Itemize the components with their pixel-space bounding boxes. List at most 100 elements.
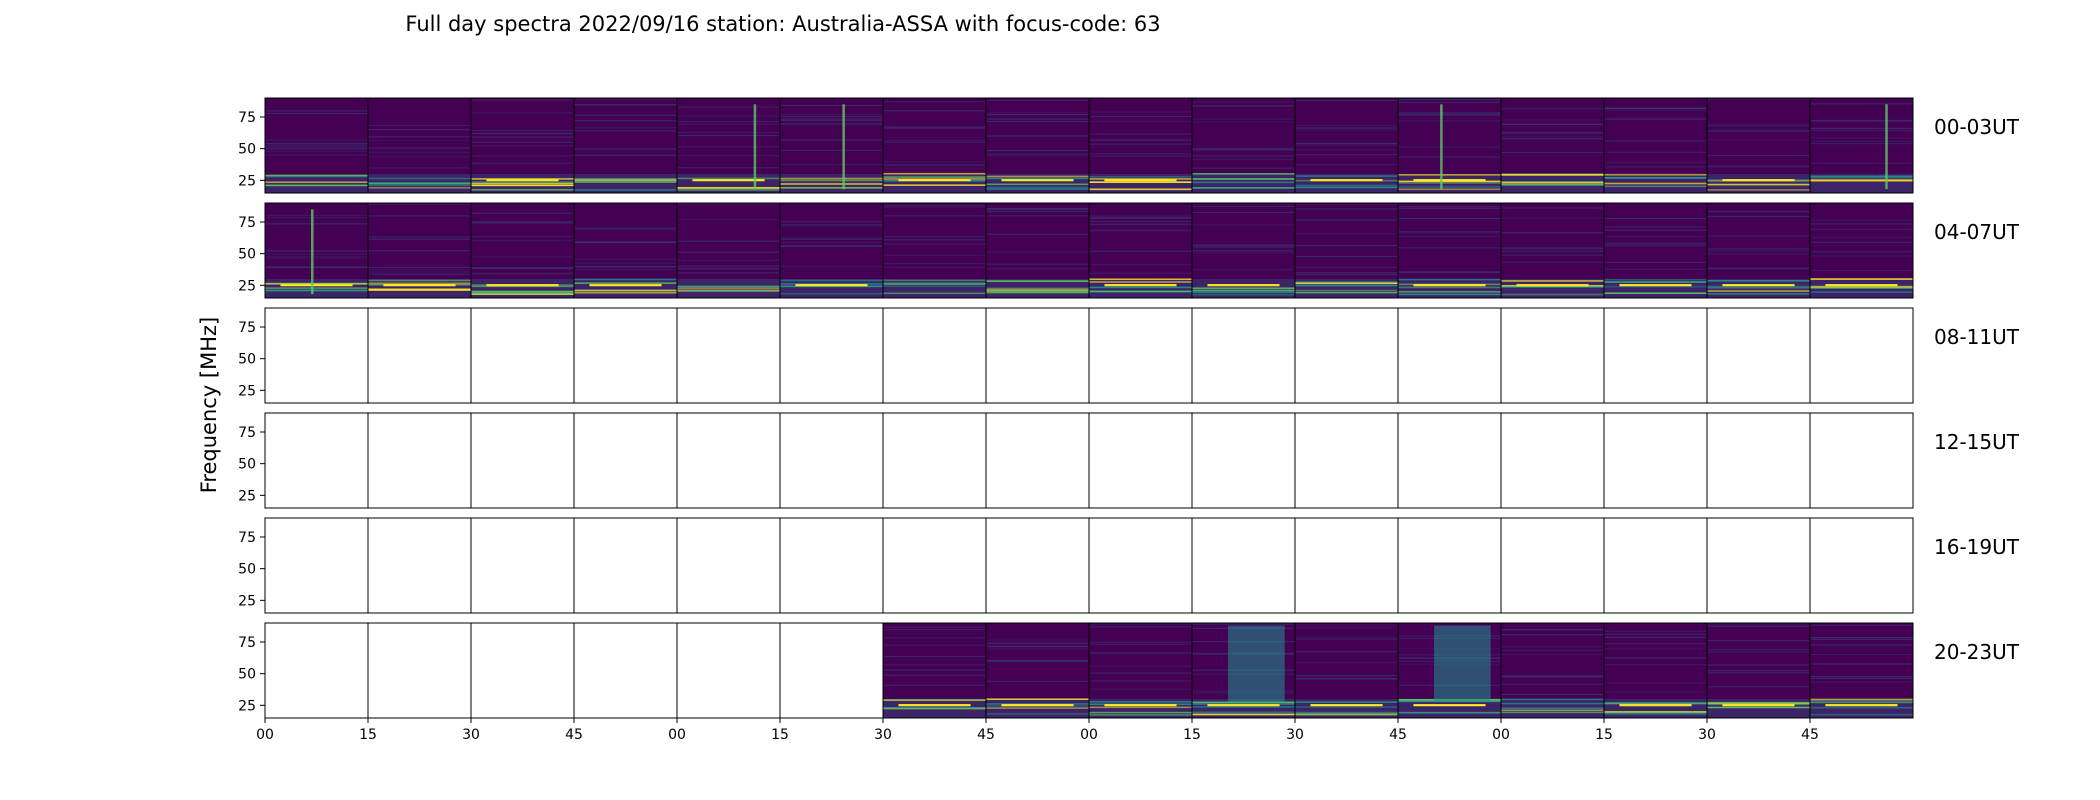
rfi-line bbox=[1810, 278, 1913, 280]
rfi-line bbox=[883, 292, 986, 295]
noise-line bbox=[986, 680, 1089, 682]
rfi-line bbox=[1501, 183, 1604, 186]
spectrum-panel bbox=[265, 203, 368, 298]
rfi-line bbox=[1089, 176, 1192, 178]
rfi-line bbox=[1295, 175, 1398, 177]
rfi-line bbox=[1810, 178, 1913, 181]
x-tick-label: 15 bbox=[771, 727, 789, 743]
noise-line bbox=[780, 238, 883, 240]
x-tick-label: 15 bbox=[359, 727, 377, 743]
noise-line bbox=[1501, 250, 1604, 252]
noise-line bbox=[1501, 248, 1604, 250]
noise-line bbox=[368, 266, 471, 269]
noise-line bbox=[1501, 132, 1604, 135]
noise-line bbox=[471, 155, 574, 157]
noise-line bbox=[1398, 156, 1501, 158]
noise-line bbox=[1192, 211, 1295, 214]
rfi-strong-line bbox=[1310, 704, 1383, 707]
noise-line bbox=[265, 154, 368, 156]
noise-line bbox=[1604, 151, 1707, 153]
noise-line bbox=[368, 236, 471, 238]
x-tick-label: 00 bbox=[256, 727, 274, 743]
rfi-line bbox=[1604, 281, 1707, 284]
noise-line bbox=[265, 146, 368, 148]
noise-line bbox=[1398, 113, 1501, 115]
noise-line bbox=[677, 203, 780, 205]
noise-line bbox=[1501, 108, 1604, 110]
rfi-line bbox=[986, 287, 1089, 290]
y-tick-label: 50 bbox=[238, 247, 256, 263]
rfi-line bbox=[1707, 286, 1810, 289]
noise-line bbox=[780, 139, 883, 141]
rfi-line bbox=[1089, 181, 1192, 183]
noise-line bbox=[1604, 691, 1707, 693]
noise-line bbox=[368, 203, 471, 205]
noise-line bbox=[574, 130, 677, 132]
rfi-line bbox=[1089, 711, 1192, 714]
noise-line bbox=[986, 648, 1089, 650]
rfi-strong-line bbox=[1001, 704, 1074, 707]
rfi-strong-line bbox=[1001, 179, 1074, 182]
row-time-label: 00-03UT bbox=[1934, 115, 2020, 139]
noise-line bbox=[1398, 271, 1501, 273]
noise-line bbox=[883, 262, 986, 265]
noise-line bbox=[1810, 228, 1913, 230]
rfi-line bbox=[574, 181, 677, 183]
y-tick-label: 75 bbox=[238, 635, 256, 651]
noise-line bbox=[1604, 229, 1707, 231]
noise-line bbox=[265, 266, 368, 269]
noise-line bbox=[1604, 643, 1707, 645]
rfi-line bbox=[368, 282, 471, 285]
noise-line bbox=[1192, 623, 1295, 625]
noise-line bbox=[986, 642, 1089, 644]
row-time-label: 08-11UT bbox=[1934, 325, 2020, 349]
rfi-strong-line bbox=[1413, 704, 1486, 707]
rfi-line bbox=[883, 184, 986, 186]
noise-line bbox=[1398, 232, 1501, 234]
noise-line bbox=[883, 664, 986, 666]
rfi-line bbox=[265, 287, 368, 289]
noise-line bbox=[883, 669, 986, 671]
rfi-line bbox=[677, 289, 780, 292]
rfi-band bbox=[265, 174, 368, 193]
noise-line bbox=[1707, 625, 1810, 627]
noise-line bbox=[1398, 231, 1501, 233]
noise-line bbox=[1604, 243, 1707, 245]
rfi-line bbox=[1295, 713, 1398, 716]
rfi-line bbox=[780, 285, 883, 288]
noise-line bbox=[1810, 162, 1913, 165]
noise-line bbox=[1501, 675, 1604, 677]
rfi-line bbox=[883, 178, 986, 180]
noise-line bbox=[368, 273, 471, 275]
noise-line bbox=[780, 149, 883, 152]
noise-line bbox=[1501, 207, 1604, 209]
spectrum-panel bbox=[1707, 203, 1810, 298]
noise-line bbox=[986, 215, 1089, 217]
spectra-row: 75 50 25 12-15UT bbox=[238, 412, 2020, 509]
noise-line bbox=[1707, 124, 1810, 126]
noise-line bbox=[780, 118, 883, 120]
noise-line bbox=[1604, 166, 1707, 168]
rfi-line bbox=[471, 188, 574, 191]
noise-line bbox=[1707, 129, 1810, 131]
rfi-line bbox=[1810, 176, 1913, 178]
noise-line bbox=[1707, 139, 1810, 141]
noise-line bbox=[1089, 626, 1192, 628]
noise-line bbox=[1295, 208, 1398, 210]
noise-line bbox=[1604, 242, 1707, 244]
rfi-strong-line bbox=[898, 704, 971, 707]
noise-line bbox=[1501, 247, 1604, 249]
noise-line bbox=[1089, 153, 1192, 155]
noise-line bbox=[471, 162, 574, 164]
noise-line bbox=[1398, 206, 1501, 208]
noise-line bbox=[883, 674, 986, 676]
spectrum-panel bbox=[1192, 98, 1295, 193]
rfi-line bbox=[1810, 699, 1913, 702]
noise-line bbox=[883, 644, 986, 646]
rfi-strong-line bbox=[1413, 284, 1486, 287]
noise-line bbox=[1707, 253, 1810, 255]
noise-line bbox=[1810, 236, 1913, 239]
noise-line bbox=[1810, 636, 1913, 639]
spectrum-panel bbox=[986, 203, 1089, 298]
x-axis: 00 15 30 45 00 15 30 45 00 15 30 45 00 15 30 45 bbox=[256, 718, 1819, 743]
